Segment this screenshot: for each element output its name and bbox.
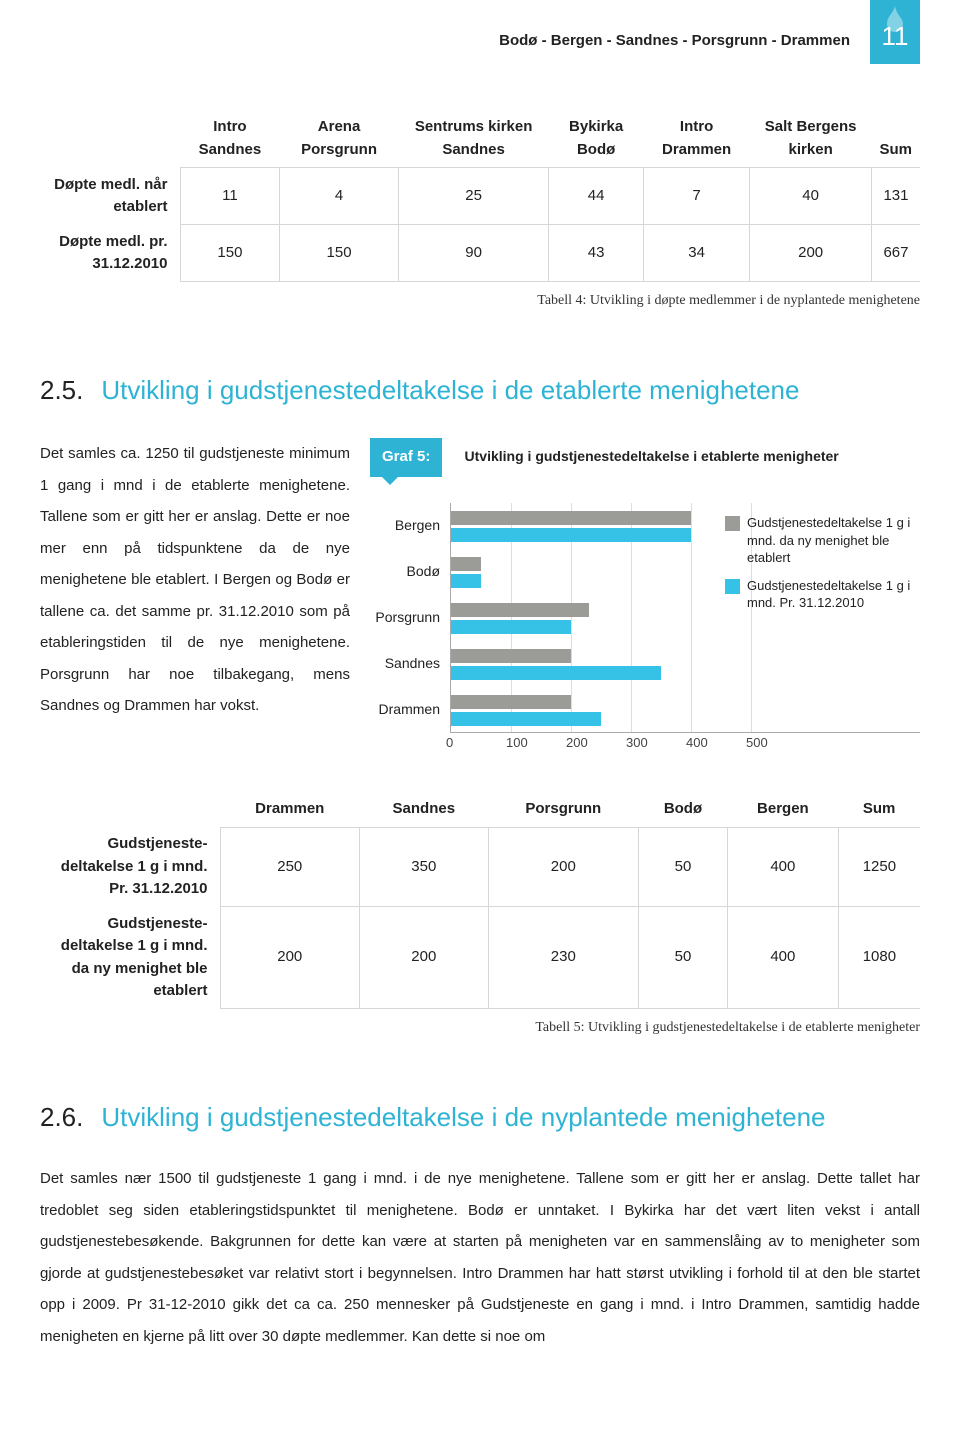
cell: 4 — [280, 168, 398, 225]
cell: 34 — [643, 225, 750, 282]
legend-swatch — [725, 579, 740, 594]
chart-x-tick: 500 — [746, 733, 806, 753]
cell: 90 — [398, 225, 549, 282]
table-4-caption: Tabell 4: Utvikling i døpte medlemmer i … — [40, 290, 920, 311]
table-row: Døpte medl. pr. 31.12.2010 150 150 90 43… — [40, 225, 920, 282]
cell: 7 — [643, 168, 750, 225]
chart-bar — [451, 649, 571, 663]
col-hdr: Salt Bergens kirken — [750, 110, 872, 168]
cell: 230 — [488, 907, 638, 1009]
breadcrumb: Bodø - Bergen - Sandnes - Porsgrunn - Dr… — [499, 0, 850, 53]
legend-label: Gudstjenestedeltakelse 1 g i mnd. Pr. 31… — [747, 577, 930, 612]
table-row: Gudstjeneste-deltakelse 1 g i mnd. da ny… — [40, 907, 920, 1009]
row-label: Gudstjeneste-deltakelse 1 g i mnd. Pr. 3… — [40, 827, 220, 907]
section-title: Utvikling i gudstjenestedeltakelse i de … — [101, 1098, 825, 1137]
chart-bar — [451, 666, 661, 680]
chart-bar — [451, 603, 589, 617]
table-5-caption: Tabell 5: Utvikling i gudstjenestedeltak… — [40, 1017, 920, 1038]
legend-label: Gudstjenestedeltakelse 1 g i mnd. da ny … — [747, 514, 930, 567]
chart-x-tick: 0 — [446, 733, 506, 753]
chart-x-tick: 400 — [686, 733, 746, 753]
col-hdr: Sum — [838, 792, 920, 827]
chart-bar — [451, 511, 691, 525]
cell: 1250 — [838, 827, 920, 907]
col-hdr: Intro Drammen — [643, 110, 750, 168]
cell: 400 — [727, 907, 838, 1009]
cell: 50 — [639, 907, 728, 1009]
chart-x-tick: 100 — [506, 733, 566, 753]
chart-category-label: Sandnes — [370, 641, 450, 687]
chart-bar — [451, 620, 571, 634]
row-label: Døpte medl. pr. 31.12.2010 — [40, 225, 180, 282]
legend-swatch — [725, 516, 740, 531]
table-row: Døpte medl. når etablert 11 4 25 44 7 40… — [40, 168, 920, 225]
chart-x-tick: 300 — [626, 733, 686, 753]
col-hdr: Bergen — [727, 792, 838, 827]
cell: 200 — [360, 907, 489, 1009]
col-hdr: Arena Porsgrunn — [280, 110, 398, 168]
cell: 350 — [360, 827, 489, 907]
cell: 150 — [280, 225, 398, 282]
page-number-badge: 11 — [870, 0, 920, 64]
legend-item: Gudstjenestedeltakelse 1 g i mnd. da ny … — [725, 514, 930, 567]
cell: 150 — [180, 225, 280, 282]
table-row: Gudstjeneste-deltakelse 1 g i mnd. Pr. 3… — [40, 827, 920, 907]
cell: 11 — [180, 168, 280, 225]
col-hdr: Sum — [871, 110, 920, 168]
table-4: Intro Sandnes Arena Porsgrunn Sentrums k… — [40, 110, 920, 282]
col-hdr: Intro Sandnes — [180, 110, 280, 168]
cell: 200 — [488, 827, 638, 907]
col-hdr: Drammen — [220, 792, 360, 827]
flame-icon — [883, 6, 907, 47]
chart-5-container: Graf 5: Utvikling i gudstjenestedeltakel… — [370, 438, 920, 752]
cell: 43 — [549, 225, 643, 282]
cell: 131 — [871, 168, 920, 225]
col-hdr: Sentrums kirken Sandnes — [398, 110, 549, 168]
col-hdr: Porsgrunn — [488, 792, 638, 827]
row-label: Døpte medl. når etablert — [40, 168, 180, 225]
chart-bar — [451, 557, 481, 571]
col-hdr: Bykirka Bodø — [549, 110, 643, 168]
cell: 50 — [639, 827, 728, 907]
chart-legend: Gudstjenestedeltakelse 1 g i mnd. da ny … — [725, 514, 930, 622]
cell: 200 — [750, 225, 872, 282]
chart-badge: Graf 5: — [370, 438, 442, 477]
chart-category-label: Porsgrunn — [370, 595, 450, 641]
chart-bar — [451, 712, 601, 726]
col-hdr: Sandnes — [360, 792, 489, 827]
section-2-5-body: Det samles ca. 1250 til gudstjeneste min… — [40, 438, 350, 752]
cell: 1080 — [838, 907, 920, 1009]
chart-category-label: Drammen — [370, 687, 450, 733]
chart-title: Utvikling i gudstjenestedeltakelse i eta… — [465, 438, 839, 467]
section-2-6-heading: 2.6. Utvikling i gudstjenestedeltakelse … — [40, 1098, 920, 1137]
chart-category-label: Bergen — [370, 503, 450, 549]
row-label: Gudstjeneste-deltakelse 1 g i mnd. da ny… — [40, 907, 220, 1009]
page-header: Bodø - Bergen - Sandnes - Porsgrunn - Dr… — [499, 0, 920, 64]
chart-x-tick: 200 — [566, 733, 626, 753]
table-5: Drammen Sandnes Porsgrunn Bodø Bergen Su… — [40, 792, 920, 1009]
section-number: 2.5. — [40, 371, 83, 410]
cell: 40 — [750, 168, 872, 225]
cell: 25 — [398, 168, 549, 225]
cell: 44 — [549, 168, 643, 225]
section-number: 2.6. — [40, 1098, 83, 1137]
cell: 667 — [871, 225, 920, 282]
cell: 250 — [220, 827, 360, 907]
col-hdr: Bodø — [639, 792, 728, 827]
legend-item: Gudstjenestedeltakelse 1 g i mnd. Pr. 31… — [725, 577, 930, 612]
cell: 400 — [727, 827, 838, 907]
chart-category-label: Bodø — [370, 549, 450, 595]
section-2-5-heading: 2.5. Utvikling i gudstjenestedeltakelse … — [40, 371, 920, 410]
cell: 200 — [220, 907, 360, 1009]
chart-bar — [451, 574, 481, 588]
section-title: Utvikling i gudstjenestedeltakelse i de … — [101, 371, 799, 410]
chart-bar — [451, 528, 691, 542]
section-2-6-body: Det samles nær 1500 til gudstjeneste 1 g… — [40, 1163, 920, 1352]
chart-bar — [451, 695, 571, 709]
